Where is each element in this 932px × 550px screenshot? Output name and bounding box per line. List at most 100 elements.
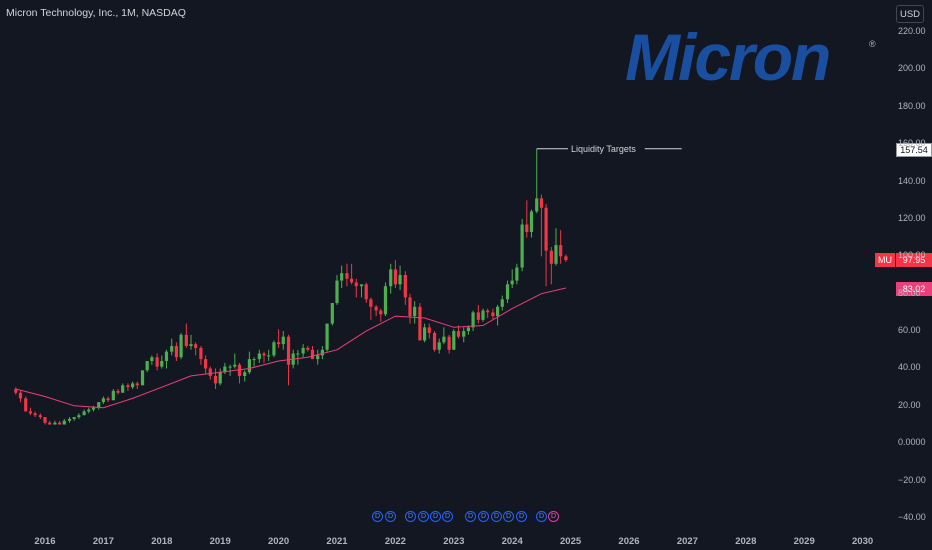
dividend-marker[interactable]: D (405, 511, 416, 522)
candle-body (481, 310, 485, 320)
candle-body (306, 347, 310, 350)
candle-body (14, 389, 18, 393)
logo-trademark: ® (869, 39, 876, 49)
candle-body (131, 383, 135, 388)
price-axis-label: 60.00 (898, 325, 921, 336)
candle-body (316, 355, 320, 360)
candle-body (208, 368, 212, 376)
candle-body (252, 359, 256, 361)
candle-body (437, 342, 441, 350)
candle-body (350, 278, 354, 283)
candle-body (335, 280, 339, 304)
dividend-marker[interactable]: D (465, 511, 476, 522)
candle-body (389, 269, 393, 287)
candle-body (330, 303, 334, 324)
candle-body (515, 267, 519, 281)
candle-body (170, 346, 174, 352)
candle-body (452, 331, 456, 350)
candle-body (505, 284, 510, 300)
price-axis-label: −40.00 (898, 512, 926, 522)
candle-body (418, 306, 422, 341)
price-axis-label: 40.00 (898, 362, 921, 373)
candle-body (281, 336, 285, 345)
price-axis-label: 180.00 (898, 100, 926, 111)
candle-body (174, 346, 178, 358)
price-axis-label: 220.00 (898, 26, 926, 36)
candle-body (529, 211, 534, 233)
price-axis-label: 200.00 (898, 63, 926, 74)
candle-body (272, 342, 276, 356)
time-axis-label: 2023 (443, 536, 465, 547)
candle-body (24, 398, 28, 412)
candle-body (535, 198, 539, 212)
dividend-marker[interactable]: D (430, 511, 441, 522)
dividend-marker[interactable]: D (442, 511, 453, 522)
time-axis-label: 2021 (326, 536, 348, 547)
time-axis-label: 2022 (384, 536, 406, 547)
dividend-marker[interactable]: D (503, 511, 514, 522)
candle-body (247, 359, 251, 373)
candle-body (301, 347, 305, 354)
liquidity-targets-label[interactable]: Liquidity Targets (568, 144, 639, 154)
dividend-marker[interactable]: D (491, 511, 502, 522)
candle-body (456, 331, 461, 337)
currency-button[interactable]: USD (896, 5, 924, 23)
candle-body (82, 411, 86, 416)
candle-body (155, 357, 159, 367)
target-price-tag: 157.54 (896, 143, 932, 157)
candle-body (364, 284, 368, 300)
candle-body (135, 383, 139, 386)
candle-body (126, 385, 130, 388)
moving-average-tag: 83.02 (896, 282, 932, 296)
price-axis-label: 0.0000 (898, 437, 926, 448)
time-axis-label: 2030 (852, 536, 874, 547)
dividend-marker[interactable]: D (385, 511, 396, 522)
time-axis-label: 2029 (793, 536, 815, 547)
candle-body (413, 306, 417, 317)
dividend-marker[interactable]: D (372, 511, 383, 522)
candle-body (466, 327, 470, 332)
time-axis-label: 2018 (151, 536, 173, 547)
price-axis-label: −20.00 (898, 474, 926, 485)
time-axis-label: 2027 (676, 536, 698, 547)
candle-body (18, 392, 23, 399)
candle-body (491, 312, 495, 317)
moving-average-line (15, 287, 567, 409)
candle-body (223, 366, 227, 373)
candle-body (257, 353, 261, 360)
dividend-marker[interactable]: D (516, 511, 527, 522)
candle-body (58, 422, 62, 425)
candle-body (213, 375, 218, 384)
candle-body (53, 422, 57, 425)
candle-body (423, 327, 427, 341)
candle-body (496, 306, 500, 317)
candle-body (106, 398, 110, 401)
candle-body (286, 336, 291, 365)
candle-body (340, 273, 344, 281)
candle-body (379, 310, 383, 315)
time-axis-label: 2019 (209, 536, 231, 547)
candle-body (427, 327, 431, 333)
time-axis-label: 2026 (618, 536, 640, 547)
time-axis-label: 2016 (34, 536, 56, 547)
candle-body (38, 415, 42, 418)
dividend-marker[interactable]: D (418, 511, 429, 522)
candle-body (359, 284, 364, 287)
candle-body (471, 312, 475, 328)
dividend-marker[interactable]: D (536, 511, 547, 522)
dividend-marker[interactable]: D (548, 511, 559, 522)
dividend-marker[interactable]: D (478, 511, 489, 522)
candle-body (72, 417, 76, 419)
candle-body (140, 370, 145, 386)
candle-body (204, 359, 208, 369)
candle-body (179, 334, 183, 358)
candle-body (383, 286, 388, 315)
candle-body (237, 364, 242, 376)
candle-body (520, 224, 524, 268)
candle-body (91, 407, 96, 410)
candle-body (403, 275, 407, 298)
candle-body (554, 245, 558, 264)
candle-body (228, 366, 232, 368)
time-axis-label: 2020 (268, 536, 290, 547)
